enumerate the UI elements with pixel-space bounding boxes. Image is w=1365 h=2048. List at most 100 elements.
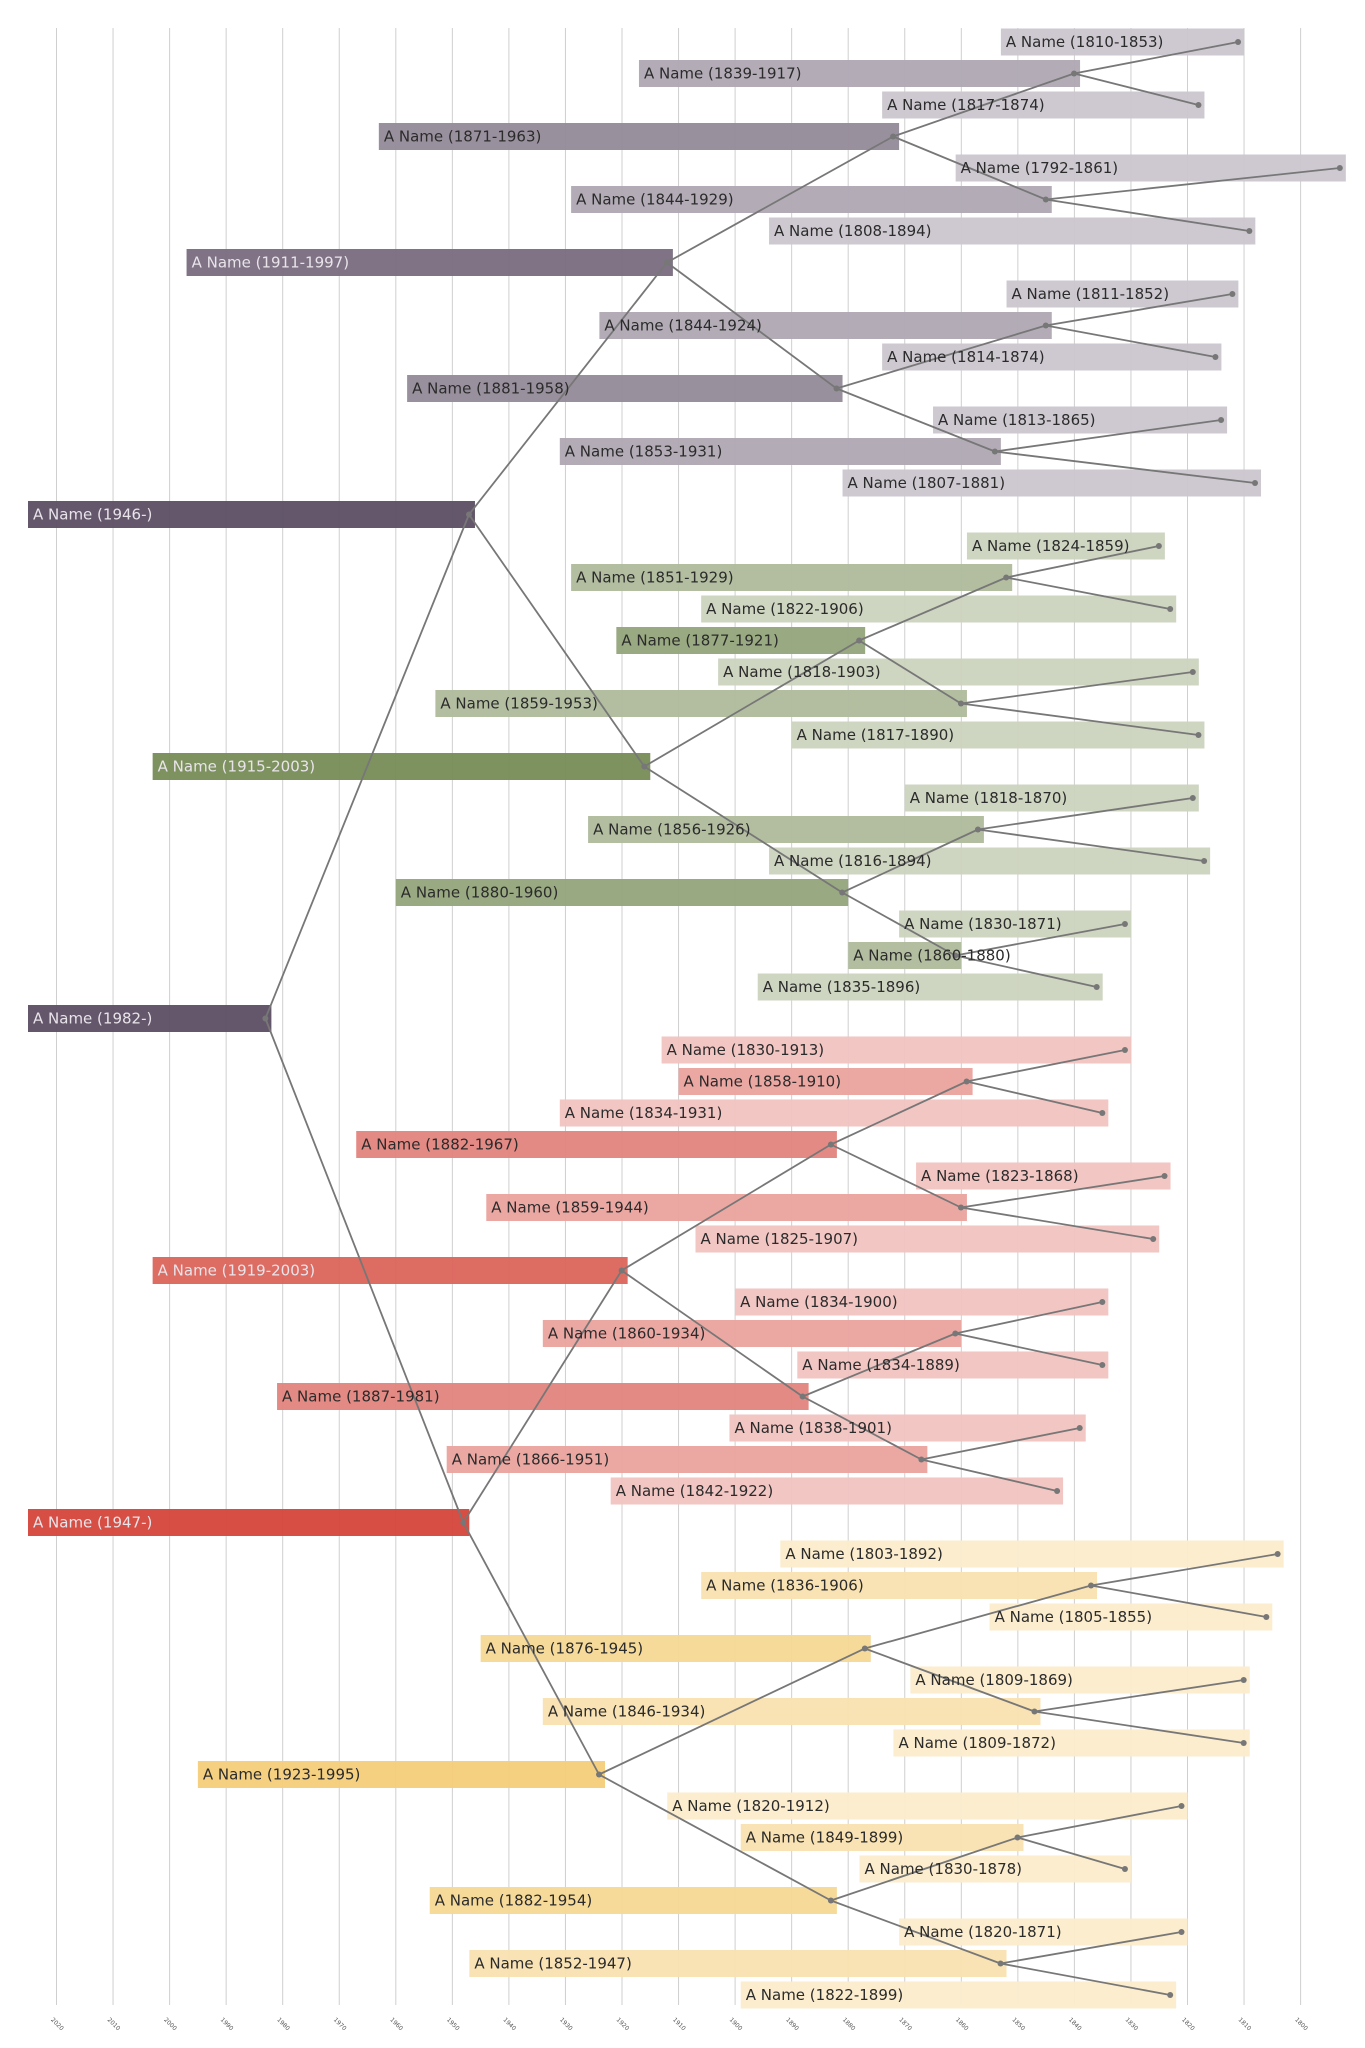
person-label: A Name (1823-1868) <box>921 1167 1079 1185</box>
lifespan-bar <box>989 1603 1273 1631</box>
lifespan-bar <box>769 217 1256 245</box>
person-label: A Name (1805-1855) <box>995 1608 1153 1626</box>
x-tick-label: 1890 <box>784 2016 800 2032</box>
birth-point <box>1042 322 1049 329</box>
x-tick-label: 1930 <box>558 2016 574 2032</box>
birth-point <box>952 1330 959 1337</box>
person-label: A Name (1834-1900) <box>740 1293 898 1311</box>
birth-point <box>799 1393 806 1400</box>
connector-line <box>994 419 1222 453</box>
x-tick-label: 1940 <box>501 2016 517 2032</box>
lifespan-bar <box>916 1162 1171 1190</box>
person-label: A Name (1830-1913) <box>667 1041 825 1059</box>
birth-point <box>1014 1834 1021 1841</box>
lifespan-bar <box>152 753 651 780</box>
birth-point <box>1178 1803 1185 1809</box>
person-label: A Name (1803-1892) <box>785 1545 943 1563</box>
birth-point <box>1161 1173 1168 1179</box>
lifespan-bar <box>152 1257 628 1284</box>
birth-point <box>1240 1677 1247 1683</box>
connector-line <box>864 1647 1035 1713</box>
connector-line <box>830 1143 962 1209</box>
connector-line <box>1073 41 1239 75</box>
person-label: A Name (1818-1870) <box>910 789 1068 807</box>
connector-line <box>841 828 979 894</box>
birth-point <box>1099 1362 1106 1368</box>
connector-line <box>966 1049 1126 1083</box>
person-label: A Name (1849-1899) <box>746 1829 904 1847</box>
person-label: A Name (1835-1896) <box>763 978 921 996</box>
person-label: A Name (1871-1963) <box>384 128 542 146</box>
birth-point <box>1218 417 1225 423</box>
person-label: A Name (1911-1997) <box>192 254 350 272</box>
lifespan-bar <box>559 1099 1109 1127</box>
birth-point <box>1246 228 1253 234</box>
x-tick-label: 1820 <box>1180 2016 1196 2032</box>
lifespan-bar <box>599 312 1052 339</box>
birth-point <box>1155 543 1162 549</box>
birth-point <box>1031 1708 1038 1715</box>
birth-point <box>1235 39 1242 45</box>
birth-point <box>833 385 840 392</box>
connector-line <box>1006 545 1160 579</box>
connector-line <box>1000 1962 1171 1996</box>
birth-point <box>827 1897 834 1904</box>
connector-line <box>830 1080 967 1146</box>
person-label: A Name (1947-) <box>33 1514 152 1532</box>
connector-line <box>264 1018 465 1523</box>
lifespan-bar <box>757 973 1103 1001</box>
birth-point <box>1088 1582 1095 1589</box>
birth-point <box>1189 669 1196 675</box>
lifespan-bar <box>933 406 1228 434</box>
person-label: A Name (1866-1951) <box>452 1451 610 1469</box>
birth-point <box>1099 1110 1106 1116</box>
lifespan-bar <box>661 1036 1131 1064</box>
connector-line <box>960 702 1199 736</box>
connector-line <box>264 514 470 1019</box>
birth-point <box>1263 1614 1270 1620</box>
connector-line <box>830 1899 1001 1965</box>
x-axis-ticks: 2020 2010 2000 1990 1980 1970 1960 1950 1940 1930… <box>49 2016 1309 2032</box>
person-label: A Name (1813-1865) <box>938 411 1096 429</box>
connector-line <box>892 72 1075 138</box>
lifespan-bar <box>678 1068 973 1095</box>
person-label: A Name (1882-1967) <box>361 1136 519 1154</box>
person-label: A Name (1881-1958) <box>412 380 570 398</box>
connector-line <box>977 828 1205 862</box>
lifespan-bar <box>842 469 1262 497</box>
connector-line <box>830 1836 1018 1902</box>
connector-line <box>462 1270 623 1523</box>
person-label: A Name (1809-1869) <box>915 1671 1073 1689</box>
connector-line <box>1090 1584 1267 1618</box>
person-label: A Name (1853-1931) <box>565 443 723 461</box>
person-label: A Name (1860-1880) <box>853 947 1011 965</box>
lifespan-bar <box>429 1887 837 1914</box>
connector-line <box>643 765 843 894</box>
lifespan-bar <box>910 1666 1250 1694</box>
connector-line <box>858 576 1007 642</box>
x-tick-label: 2000 <box>162 2016 178 2032</box>
person-label: A Name (1844-1929) <box>576 191 734 209</box>
lifespan-bar <box>899 1918 1188 1946</box>
lifespan-bar <box>1000 28 1245 56</box>
person-label: A Name (1842-1922) <box>616 1482 774 1500</box>
birth-point <box>827 1141 834 1148</box>
person-label: A Name (1814-1874) <box>887 348 1045 366</box>
connector-line <box>858 639 962 705</box>
birth-point <box>641 763 648 770</box>
lifespan-bar <box>899 910 1131 938</box>
birth-point <box>596 1771 603 1778</box>
person-label: A Name (1923-1995) <box>203 1766 361 1784</box>
x-tick-label: 2020 <box>49 2016 65 2032</box>
connector-line <box>960 1175 1165 1209</box>
lifespan-bar <box>729 1414 1086 1442</box>
lifespan-bar <box>859 1855 1131 1883</box>
birth-point <box>1042 196 1049 203</box>
connector-line <box>1045 167 1340 201</box>
birth-point <box>460 1519 467 1526</box>
person-label: A Name (1838-1901) <box>734 1419 892 1437</box>
person-label: A Name (1810-1853) <box>1006 33 1164 51</box>
birth-point <box>1093 984 1100 990</box>
connector-line <box>864 1584 1092 1650</box>
person-label: A Name (1825-1907) <box>701 1230 859 1248</box>
